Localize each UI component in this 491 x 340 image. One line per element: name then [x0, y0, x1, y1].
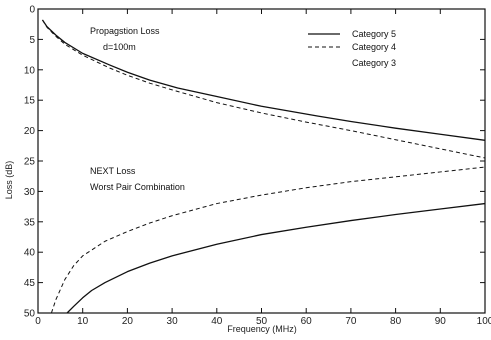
y-tick-label: 45	[24, 278, 36, 289]
x-tick-label: 70	[345, 316, 357, 327]
x-axis-title: Frequency (MHz)	[227, 324, 297, 334]
x-tick-label: 30	[167, 316, 179, 327]
x-tick-label: 40	[211, 316, 223, 327]
y-axis-title: Loss (dB)	[4, 161, 14, 200]
legend-label-category-5: Category 5	[352, 29, 396, 39]
series-layer	[41, 19, 486, 314]
y-tick-label: 15	[24, 96, 36, 107]
x-tick-label: 0	[35, 316, 41, 327]
y-tick-label: 50	[24, 309, 36, 320]
x-tick-label: 50	[256, 316, 268, 327]
legend-label-category-3: Category 3	[352, 58, 396, 68]
series-line-propagation-loss-category-5	[41, 19, 486, 141]
y-tick-label: 20	[24, 126, 36, 137]
x-tick-label: 100	[477, 316, 491, 327]
y-tick-label: 0	[29, 5, 35, 16]
y-tick-label: 10	[24, 65, 36, 76]
x-tick-label: 20	[122, 316, 134, 327]
annotation-distance: d=100m	[103, 42, 136, 52]
axis-ticks: 0 10 20 30 40 50 60 70 80 90 100 0 5 10 15 20 25 30 35 40 45…	[24, 5, 491, 328]
y-tick-label: 40	[24, 248, 36, 259]
series-line-next-loss-category-5	[66, 202, 486, 314]
y-tick-label: 30	[24, 187, 36, 198]
annotation-next-loss: NEXT Loss	[90, 166, 136, 176]
annotation-propagation-loss: Propagstion Loss	[90, 26, 160, 36]
annotation-worst-pair: Worst Pair Combination	[90, 182, 185, 192]
y-tick-label: 25	[24, 157, 36, 168]
x-tick-label: 60	[301, 316, 313, 327]
x-tick-label: 90	[435, 316, 447, 327]
annotations: Propagstion Loss d=100m NEXT Loss Worst …	[90, 26, 185, 192]
y-tick-label: 5	[29, 35, 35, 46]
x-tick-label: 80	[390, 316, 402, 327]
x-tick-label: 10	[77, 316, 89, 327]
legend: Category 5 Category 4 Category 3	[308, 29, 396, 68]
legend-label-category-4: Category 4	[352, 42, 396, 52]
series-line-next-loss-category-4	[50, 166, 486, 314]
y-tick-label: 35	[24, 217, 36, 228]
